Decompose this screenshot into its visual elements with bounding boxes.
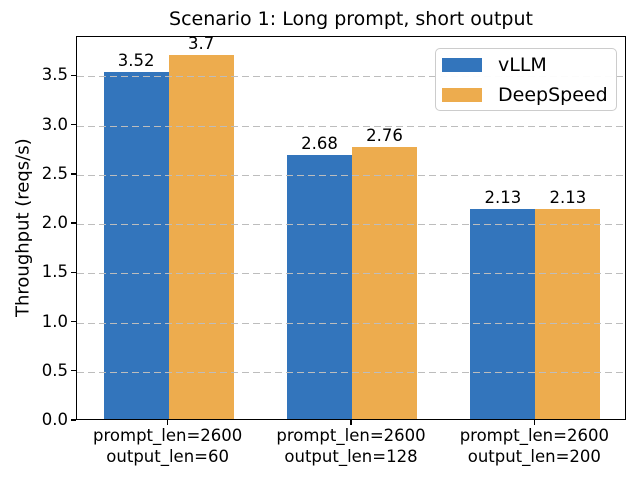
y-tick-mark [71, 370, 76, 372]
y-tick-label: 3.5 [41, 65, 68, 85]
bar-vllm-1 [287, 155, 352, 419]
x-tick-mark [166, 420, 169, 425]
plot-area: 3.52 3.7 2.68 2.76 2.13 2.13 [76, 33, 626, 420]
y-tick-label: 3.0 [41, 114, 68, 134]
bar-vllm-0 [103, 72, 169, 419]
legend-swatch-deepspeed [442, 87, 482, 102]
y-tick-label: 2.5 [41, 163, 68, 183]
bar-value-label: 2.13 [549, 188, 587, 208]
bar-deepspeed-2 [535, 209, 601, 419]
x-tick-label: prompt_len=2600 output_len=200 [459, 426, 609, 466]
y-tick-label: 1.0 [41, 311, 68, 331]
chart-title: Scenario 1: Long prompt, short output [169, 8, 533, 30]
y-tick-label: 2.0 [41, 213, 68, 233]
bar-value-label: 3.7 [188, 33, 215, 53]
legend-label: vLLM [498, 53, 547, 76]
y-tick-mark [71, 74, 76, 77]
y-tick-mark [71, 419, 76, 421]
y-tick-mark [71, 123, 76, 126]
legend-label: DeepSpeed [498, 83, 608, 106]
bar-value-label: 3.52 [117, 51, 155, 71]
bar-deepspeed-1 [352, 147, 417, 419]
y-tick-label: 0.5 [41, 360, 68, 380]
bar-deepspeed-0 [168, 54, 234, 419]
legend-item: DeepSpeed [442, 83, 616, 107]
y-tick-label: 1.5 [41, 262, 68, 282]
legend-item: vLLM [442, 53, 616, 77]
x-tick-label: prompt_len=2600 output_len=128 [276, 426, 426, 466]
x-tick-label: prompt_len=2600 output_len=60 [93, 426, 243, 466]
y-tick-mark [71, 320, 76, 323]
y-tick-mark [71, 173, 76, 175]
y-tick-mark [71, 222, 76, 224]
x-tick-mark [350, 420, 352, 425]
bar-value-label: 2.68 [301, 134, 338, 154]
y-tick-mark [71, 271, 76, 273]
legend-swatch-vllm [442, 57, 482, 72]
legend: vLLM DeepSpeed [435, 48, 617, 111]
x-tick-mark [533, 420, 536, 425]
bar-value-label: 2.76 [366, 126, 403, 146]
bar-vllm-2 [470, 209, 536, 419]
bar-value-label: 2.13 [484, 188, 522, 208]
y-tick-label: 0.0 [41, 410, 68, 429]
